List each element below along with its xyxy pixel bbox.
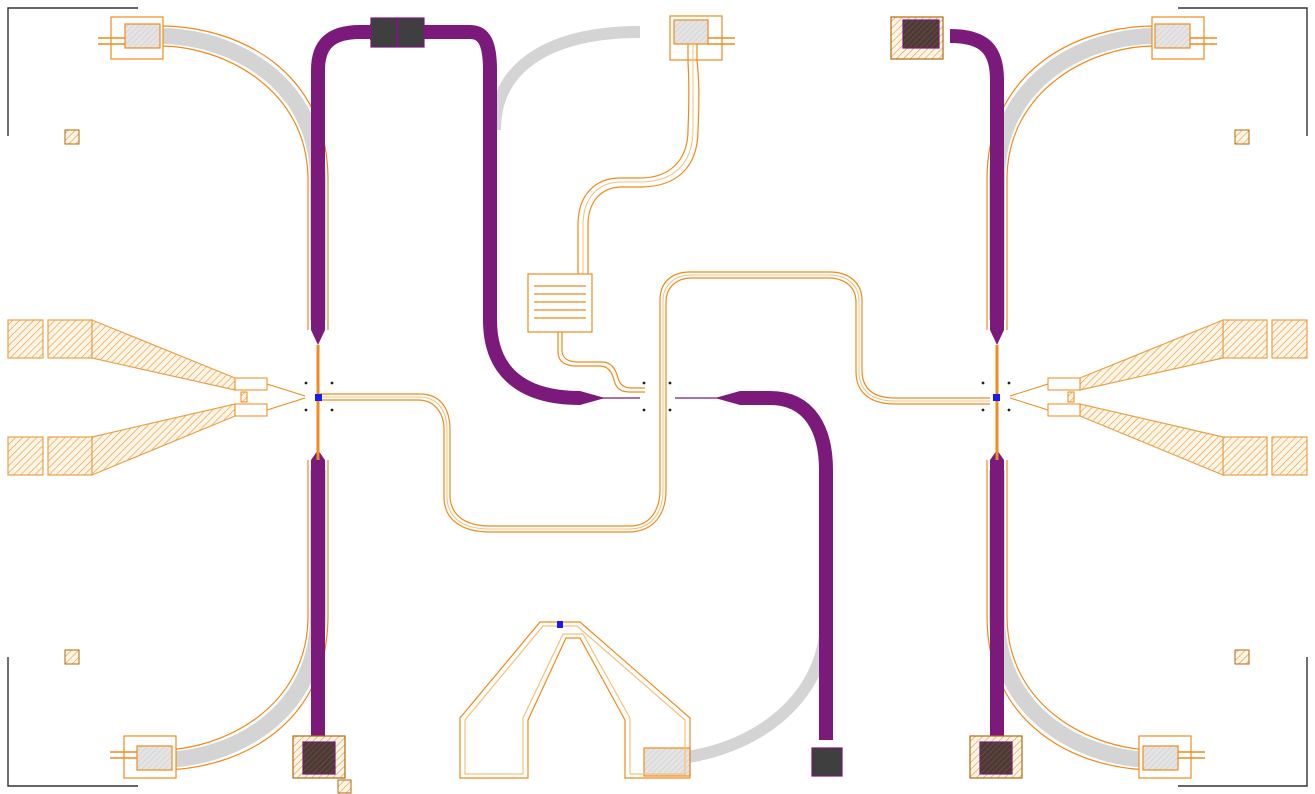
purple-metal-layer	[311, 25, 1004, 740]
alignment-cross-icon	[1234, 129, 1250, 145]
interdigital-capacitor	[527, 273, 593, 333]
alignment-cross-icon	[64, 649, 80, 665]
corner-mark-icon	[1178, 7, 1308, 136]
alignment-cross-icon	[64, 129, 80, 145]
electrode-right-bottom-taper	[1079, 403, 1224, 476]
gate-tips	[234, 377, 1081, 417]
corner-mark-icon	[7, 657, 138, 787]
orange-waveguides	[316, 271, 999, 533]
alignment-markers	[64, 129, 1250, 794]
gray-arc-top-left	[159, 28, 326, 320]
electrode-right-bottom-outer	[1271, 436, 1308, 476]
hatched-pad-layer	[292, 16, 1023, 779]
corner-marks	[7, 7, 1308, 787]
orange-outline-layer	[159, 25, 1156, 771]
dark-pad-top-right	[397, 17, 425, 48]
electrode-right-bottom-inner	[1222, 436, 1268, 476]
corner-mark-icon	[1178, 657, 1308, 787]
resonator	[527, 44, 700, 393]
junction-marker-icon	[993, 394, 1000, 401]
electrode-right-top-inner	[1222, 319, 1268, 359]
electrode-left-bottom-outer	[7, 436, 44, 476]
dark-pad-top-left	[370, 17, 398, 48]
purple-line-right-center	[740, 391, 833, 740]
purple-line-top-center	[420, 25, 581, 405]
junction-marker-icon	[557, 621, 563, 628]
electrode-left-bottom-inner	[47, 436, 93, 476]
purple-line-left-top	[311, 25, 380, 330]
junction-markers	[315, 394, 1000, 628]
electrode-right-top-taper	[1079, 319, 1224, 391]
purple-line-right-top	[949, 29, 1004, 330]
gray-arc-bottom-right	[989, 470, 1156, 768]
electrode-right-top-outer	[1271, 319, 1308, 359]
dark-pad-layer	[370, 17, 843, 777]
launch-pads	[98, 15, 1217, 779]
electrode-left-top-taper	[91, 319, 236, 391]
gray-ground-layer	[159, 26, 1156, 768]
electrode-left-bottom-taper	[91, 403, 236, 476]
gray-arc-top-center	[489, 26, 641, 131]
side-electrodes	[7, 319, 1308, 476]
launch-pad-bottom-center	[643, 747, 691, 777]
alignment-dots	[304, 381, 1011, 412]
junction-marker-icon	[315, 394, 322, 401]
alignment-cross-icon	[1234, 649, 1250, 665]
test-structure	[459, 621, 691, 779]
dark-pad-bottom-center	[811, 747, 843, 777]
corner-mark-icon	[7, 7, 138, 136]
electrode-left-top-inner	[47, 319, 93, 359]
alignment-cross-icon	[337, 779, 352, 794]
electrode-left-top-outer	[7, 319, 44, 359]
gray-arc-top-right	[989, 28, 1156, 320]
gray-arc-bottom-left	[159, 470, 326, 768]
gray-arc-bottom-center	[649, 619, 832, 766]
